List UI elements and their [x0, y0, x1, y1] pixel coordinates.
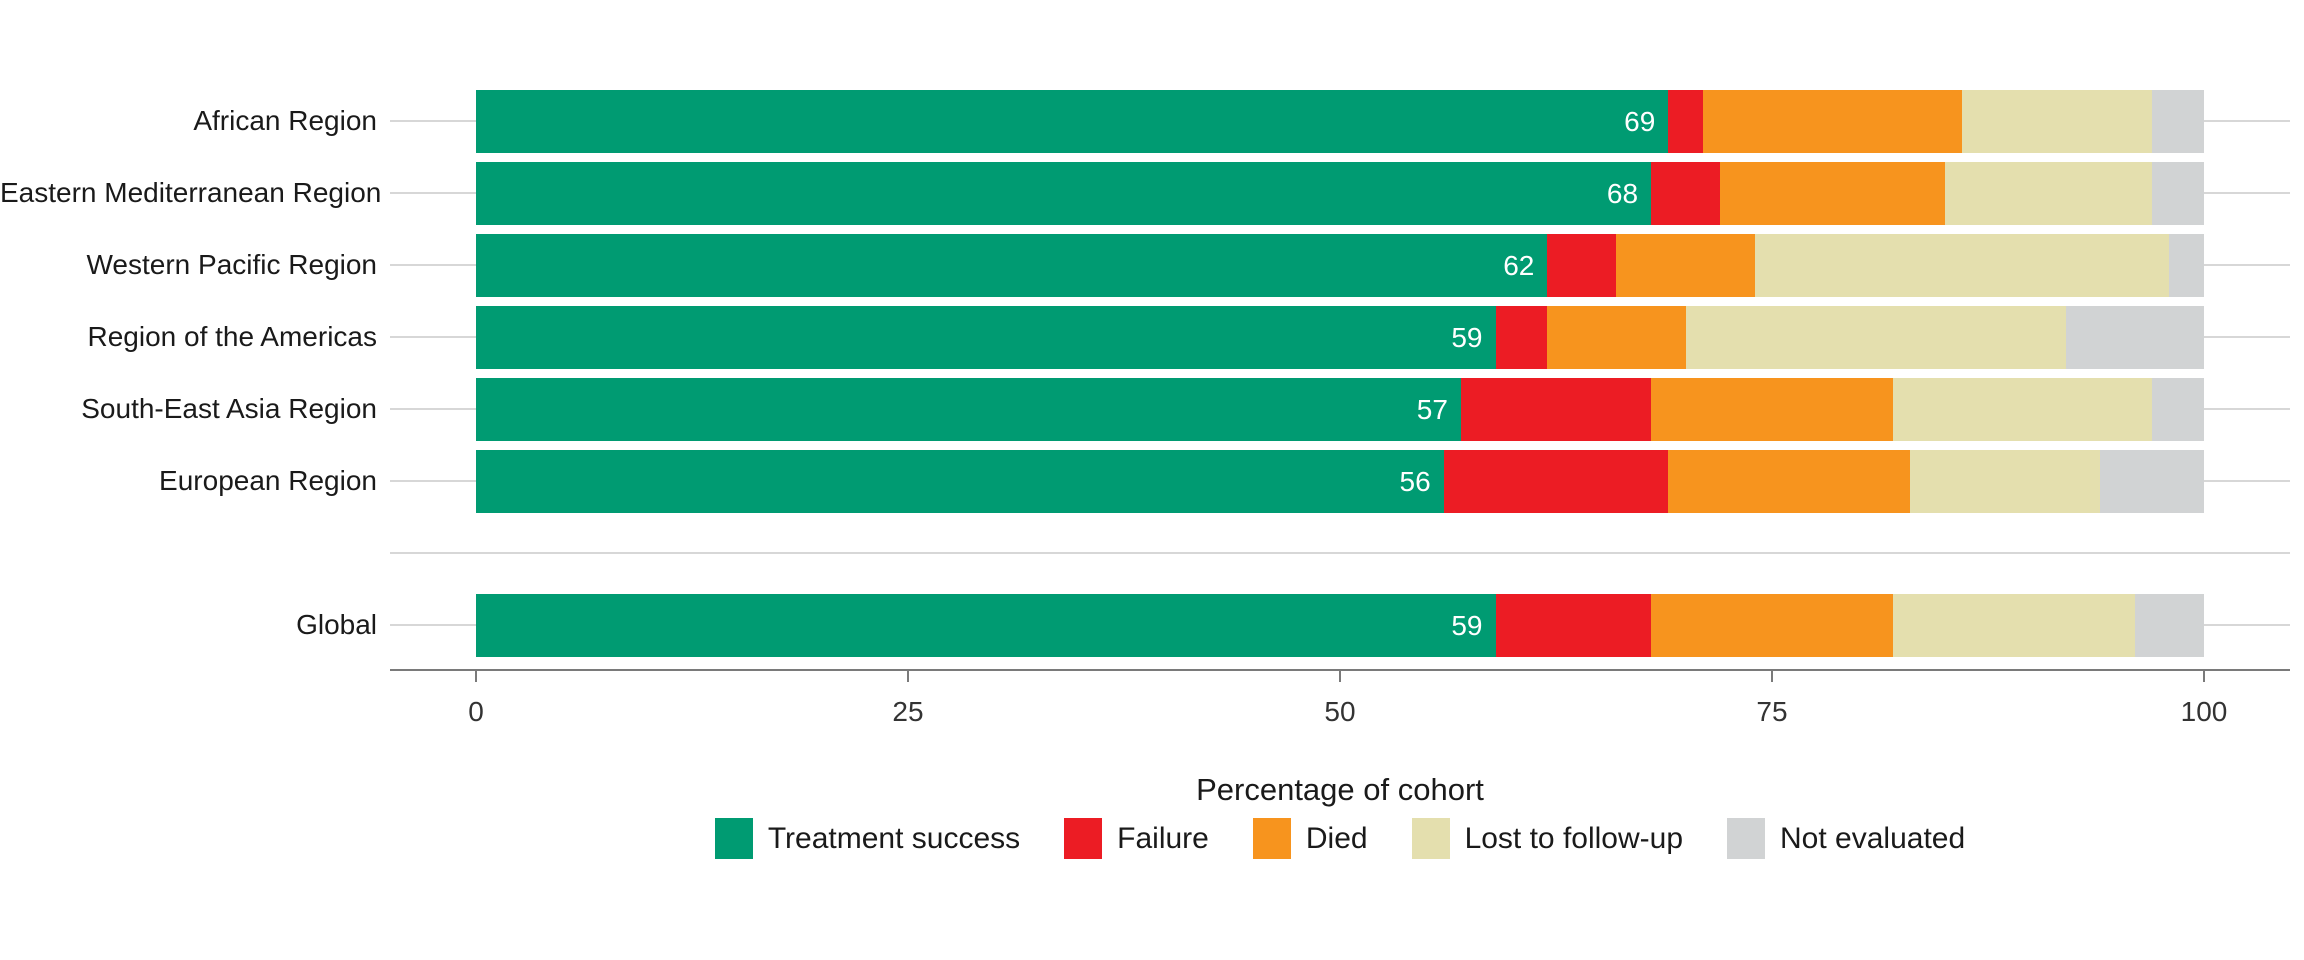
legend-swatch-treatment-success [714, 818, 753, 859]
bar-segment-failure [1460, 377, 1652, 441]
x-axis-tick [1339, 671, 1341, 682]
x-axis-tick [1771, 671, 1773, 682]
category-label: African Region [193, 105, 377, 136]
x-axis-tick [475, 671, 477, 682]
bar-segment-died [1702, 89, 1963, 153]
bar-segment-died [1616, 233, 1755, 297]
legend-item-failure: Failure [1064, 818, 1209, 859]
bar-segment-failure [1668, 89, 1703, 153]
bar-value-label: 56 [1399, 466, 1431, 497]
category-gridline [390, 552, 2290, 554]
bar-segment-died [1720, 161, 1945, 225]
bar-segment-lost-to-follow-up [1962, 89, 2153, 153]
bar-european-region [476, 449, 2204, 513]
bar-segment-treatment-success [476, 449, 1444, 513]
bar-segment-treatment-success [476, 233, 1548, 297]
bar-segment-not-evaluated [2065, 305, 2204, 369]
bar-segment-died [1547, 305, 1686, 369]
x-axis-tick [907, 671, 909, 682]
category-label: Region of the Americas [87, 321, 378, 352]
legend-item-treatment-success: Treatment success [714, 818, 1021, 859]
legend-swatch-died [1252, 818, 1291, 859]
bar-value-label: 59 [1451, 610, 1483, 641]
bar-segment-failure [1495, 593, 1652, 657]
x-axis-tick [2203, 671, 2205, 682]
legend-item-lost-to-follow-up: Lost to follow-up [1411, 818, 1684, 859]
bar-segment-died [1651, 377, 1893, 441]
bar-value-label: 57 [1416, 394, 1448, 425]
category-label: Global [296, 609, 377, 640]
bar-global [476, 593, 2204, 657]
bar-segment-not-evaluated [2152, 377, 2204, 441]
bar-segment-treatment-success [476, 89, 1669, 153]
bar-value-label: 68 [1606, 178, 1639, 209]
bar-value-label: 62 [1503, 250, 1535, 281]
bar-segment-not-evaluated [2152, 89, 2204, 153]
bar-segment-treatment-success [476, 161, 1652, 225]
legend-swatch-lost-to-follow-up [1411, 818, 1450, 859]
bar-segment-not-evaluated [2134, 593, 2204, 657]
bar-segment-lost-to-follow-up [1892, 377, 2153, 441]
x-axis-line [390, 669, 2290, 671]
legend-label: Died [1305, 821, 1368, 855]
bar-segment-not-evaluated [2169, 233, 2204, 297]
legend-swatch-not-evaluated [1727, 818, 1766, 859]
bar-segment-not-evaluated [2152, 161, 2204, 225]
legend-swatch-failure [1064, 818, 1103, 859]
legend-item-not-evaluated: Not evaluated [1727, 818, 1965, 859]
bar-african-region [476, 89, 2204, 153]
bar-segment-lost-to-follow-up [1754, 233, 2170, 297]
bar-value-label: 69 [1624, 106, 1656, 137]
bar-western-pacific-region [476, 233, 2204, 297]
bar-segment-failure [1547, 233, 1617, 297]
bar-region-of-the-americas [476, 305, 2204, 369]
x-axis-tick-label: 75 [1756, 696, 1788, 727]
legend-label: Treatment success [767, 821, 1021, 855]
x-axis-title: Percentage of cohort [1196, 772, 1484, 807]
legend-label: Lost to follow-up [1464, 821, 1684, 855]
x-axis-tick-label: 25 [892, 696, 924, 727]
bar-segment-failure [1443, 449, 1669, 513]
bar-segment-treatment-success [476, 377, 1461, 441]
bar-value-label: 59 [1451, 322, 1483, 353]
bar-segment-treatment-success [476, 305, 1496, 369]
x-axis-tick-label: 50 [1324, 696, 1356, 727]
legend: Treatment success Failure Died Lost to foll… [390, 818, 2290, 859]
bar-eastern-mediterranean-region [476, 161, 2204, 225]
bar-segment-not-evaluated [2100, 449, 2204, 513]
x-axis-tick-label: 100 [2180, 696, 2228, 727]
category-label: Western Pacific Region [86, 249, 378, 280]
category-label: Eastern Mediterranean Region [0, 177, 382, 208]
bar-segment-lost-to-follow-up [1910, 449, 2101, 513]
bar-segment-lost-to-follow-up [1892, 593, 2135, 657]
bar-segment-treatment-success [476, 593, 1496, 657]
bar-segment-failure [1651, 161, 1721, 225]
bar-segment-failure [1495, 305, 1548, 369]
category-label: European Region [159, 465, 377, 496]
legend-item-died: Died [1252, 818, 1368, 859]
legend-label: Failure [1117, 821, 1209, 855]
bar-segment-lost-to-follow-up [1944, 161, 2153, 225]
legend-label: Not evaluated [1780, 821, 1966, 855]
x-axis-tick-label: 0 [468, 696, 484, 727]
bar-segment-lost-to-follow-up [1685, 305, 2066, 369]
bar-segment-died [1668, 449, 1911, 513]
bar-south-east-asia-region [476, 377, 2204, 441]
category-label: South-East Asia Region [81, 393, 377, 424]
bar-segment-died [1651, 593, 1893, 657]
